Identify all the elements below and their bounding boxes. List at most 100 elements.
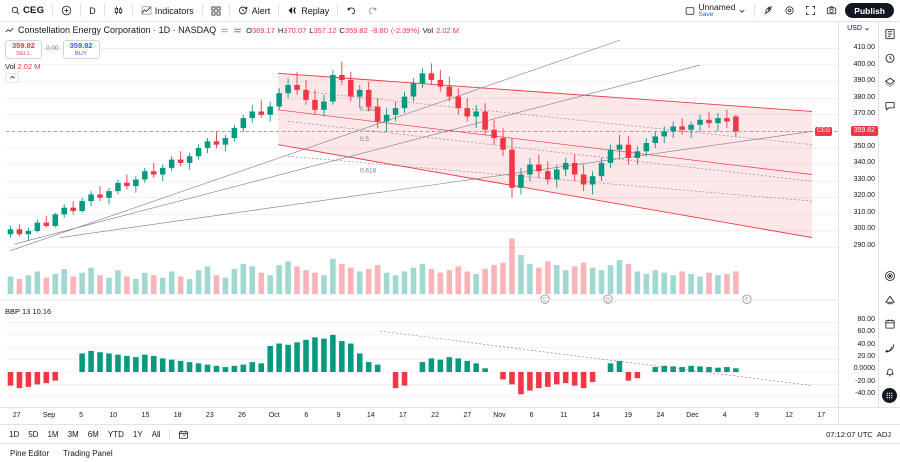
layout-save-label[interactable]: Save <box>698 10 714 18</box>
screenshot-button[interactable] <box>821 2 842 19</box>
adjustment-button[interactable]: ADJ <box>876 429 891 439</box>
volume-bar <box>374 265 381 295</box>
bbp-bar <box>482 368 488 373</box>
volume-bar <box>348 267 354 295</box>
layout-select-button[interactable]: Unnamed Save <box>680 2 751 19</box>
tab-pine-editor[interactable]: Pine Editor <box>10 448 50 458</box>
candle-body <box>177 159 184 163</box>
date-range-button[interactable] <box>174 428 193 441</box>
timeframe-1y[interactable]: 1Y <box>132 429 143 439</box>
timeframe-all[interactable]: All <box>151 429 161 439</box>
bbp-bar <box>733 368 739 373</box>
volume-bar <box>213 275 220 295</box>
candle-body <box>115 182 121 192</box>
candle-body <box>724 118 730 122</box>
data-window-icon[interactable] <box>882 74 897 89</box>
alert-button[interactable]: Alert <box>233 2 276 19</box>
watchlist-icon[interactable] <box>882 26 897 41</box>
indicator-legend[interactable]: BBP 13 10.16 <box>5 307 51 316</box>
candle-body <box>213 141 220 145</box>
bbp-bar <box>186 362 193 373</box>
publish-button[interactable]: Publish <box>845 3 894 18</box>
tab-trading-panel[interactable]: Trading Panel <box>63 448 113 458</box>
bbp-bar <box>276 343 282 373</box>
candle-body <box>303 89 309 100</box>
symbol-search-button[interactable]: CEG <box>6 2 49 19</box>
apps-grid-icon[interactable] <box>882 388 897 403</box>
bbp-bar <box>52 372 59 381</box>
time-tick: 27 <box>463 412 472 419</box>
bbp-bar <box>679 367 685 373</box>
bottom-divider <box>168 428 170 440</box>
bbp-trend-line <box>379 330 813 386</box>
notification-bell-icon[interactable] <box>882 364 897 379</box>
volume-bar <box>204 266 211 295</box>
add-symbol-button[interactable] <box>56 2 77 19</box>
volume-bar <box>473 273 479 295</box>
alerts-clock-icon[interactable] <box>882 50 897 65</box>
sell-button[interactable]: 359.82 SELL <box>5 40 42 59</box>
timeframe-ytd[interactable]: YTD <box>107 429 124 439</box>
bbp-bar <box>500 372 506 380</box>
time-tick: 17 <box>817 412 826 419</box>
candle-body <box>527 164 533 175</box>
price-scale[interactable]: USD 410.00400.00390.00380.00370.00360.00… <box>815 22 878 407</box>
timeframe-5d[interactable]: 5D <box>28 429 39 439</box>
timeframe-1m[interactable]: 1M <box>47 429 59 439</box>
calendar-icon[interactable] <box>882 316 897 331</box>
bbp-bar <box>115 354 121 373</box>
price-tick: 330.00 <box>853 175 875 183</box>
chat-icon[interactable] <box>882 98 897 113</box>
chart-canvas-container[interactable]: Constellation Energy Corporation · 1D · … <box>0 22 838 407</box>
collapse-legend-button[interactable] <box>5 72 19 83</box>
volume-bar <box>240 263 247 295</box>
ideas-icon[interactable] <box>882 268 897 283</box>
time-axis-right-pad <box>838 408 900 424</box>
redo-button[interactable] <box>362 2 383 19</box>
volume-bar <box>500 262 506 295</box>
bbp-bar <box>571 372 578 386</box>
undo-button[interactable] <box>341 2 362 19</box>
time-tick: 17 <box>399 412 407 419</box>
time-axis[interactable]: 27 Sep 5 10 15 18 23 26 Oct 6 9 14 17 22 27 Nov 6 11 14 19 2… <box>0 407 900 424</box>
chart-settings-button[interactable] <box>779 2 800 19</box>
timeframe-1d[interactable]: 1D <box>9 429 20 439</box>
candle-body <box>715 118 721 124</box>
volume-bar <box>79 272 85 295</box>
candle-body <box>52 214 59 226</box>
candle-body <box>634 151 641 158</box>
templates-button[interactable] <box>206 2 226 19</box>
replay-button[interactable]: Replay <box>282 2 334 19</box>
bbp-bar <box>634 372 641 379</box>
bbp-bar <box>150 355 157 373</box>
candle-body <box>348 79 354 97</box>
bbp-bar <box>204 364 211 373</box>
fullscreen-button[interactable] <box>800 2 821 19</box>
volume-bar <box>643 273 650 295</box>
volume-bar <box>115 270 121 295</box>
time-tick: Oct <box>268 412 280 419</box>
interval-button[interactable]: D <box>84 2 101 19</box>
snapshot-share-button[interactable] <box>758 2 779 19</box>
timeframe-6m[interactable]: 6M <box>87 429 99 439</box>
volume-bar <box>670 275 676 295</box>
indicators-button[interactable]: Indicators <box>136 2 199 19</box>
bbp-bar <box>258 363 265 373</box>
candle-body <box>392 108 399 115</box>
news-icon[interactable] <box>882 340 897 355</box>
time-tick: 6 <box>304 412 309 419</box>
candle-body <box>231 128 238 139</box>
alert-clock-icon <box>238 5 249 16</box>
currency-selector[interactable]: USD <box>839 22 878 35</box>
bbp-tick: 0.0000 <box>853 365 875 373</box>
chart-type-button[interactable] <box>108 2 129 19</box>
chart-area: Constellation Energy Corporation · 1D · … <box>0 22 900 407</box>
candle-body <box>330 74 336 102</box>
timeframe-3m[interactable]: 3M <box>67 429 79 439</box>
candle-body <box>536 164 542 172</box>
bbp-bar <box>553 372 560 385</box>
volume-bar <box>186 279 193 295</box>
buy-button[interactable]: 359.82 BUY <box>62 40 100 59</box>
hotlist-icon[interactable] <box>882 292 897 307</box>
